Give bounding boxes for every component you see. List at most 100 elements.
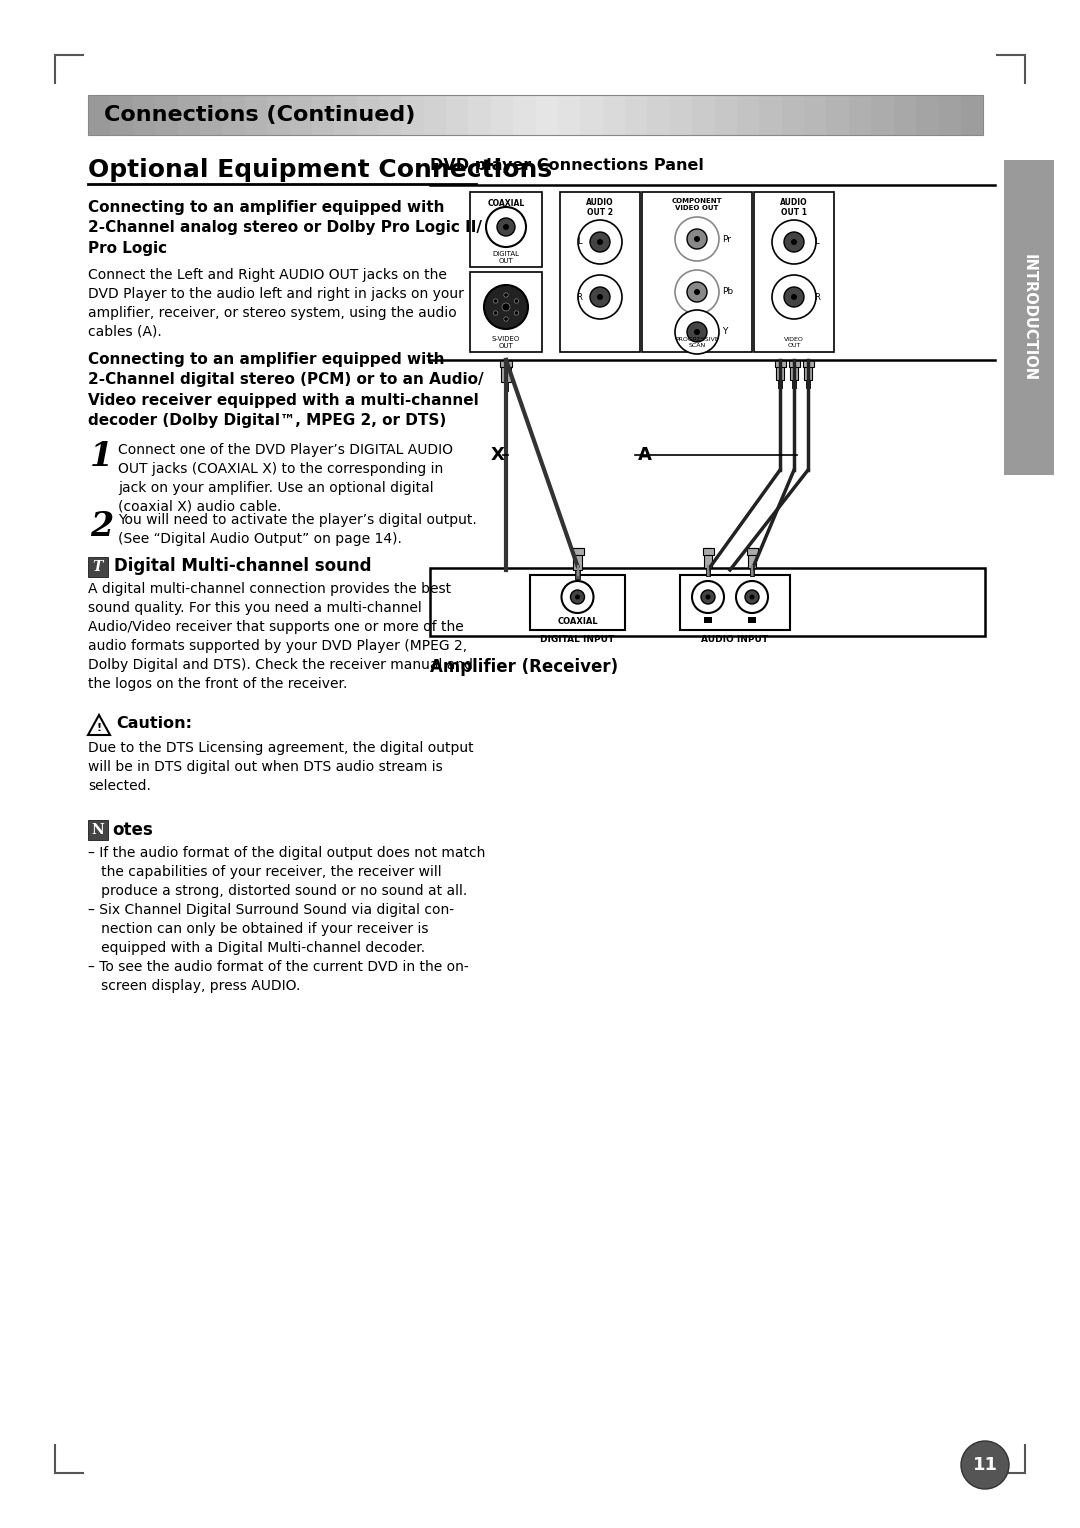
Text: AUDIO
OUT 1: AUDIO OUT 1 xyxy=(780,199,808,217)
Bar xyxy=(788,361,799,367)
Circle shape xyxy=(705,594,711,599)
Bar xyxy=(680,575,789,630)
Circle shape xyxy=(675,217,719,261)
Circle shape xyxy=(784,287,804,307)
Text: You will need to activate the player’s digital output.
(See “Digital Audio Outpu: You will need to activate the player’s d… xyxy=(118,513,476,545)
Circle shape xyxy=(486,206,526,248)
Circle shape xyxy=(745,590,759,604)
Text: Caution:: Caution: xyxy=(116,717,192,730)
Bar xyxy=(571,549,583,555)
Bar xyxy=(806,380,810,388)
Bar xyxy=(939,95,961,134)
Bar xyxy=(625,95,648,134)
Circle shape xyxy=(578,220,622,264)
Bar xyxy=(267,95,291,134)
Bar xyxy=(379,95,402,134)
Bar xyxy=(402,95,424,134)
Bar xyxy=(576,570,580,579)
Bar xyxy=(500,361,512,367)
Text: 2: 2 xyxy=(90,510,113,542)
Bar xyxy=(754,193,834,351)
Circle shape xyxy=(791,293,797,299)
Circle shape xyxy=(514,299,518,303)
Text: A: A xyxy=(638,446,652,465)
Bar xyxy=(490,95,514,134)
Text: L: L xyxy=(814,237,819,246)
Bar xyxy=(513,95,537,134)
Bar xyxy=(789,361,798,380)
Text: AUDIO
OUT 2: AUDIO OUT 2 xyxy=(586,199,613,217)
Text: DVD player Connections Panel: DVD player Connections Panel xyxy=(430,157,704,173)
Bar xyxy=(580,95,604,134)
Circle shape xyxy=(791,238,797,244)
Text: – If the audio format of the digital output does not match
   the capabilities o: – If the audio format of the digital out… xyxy=(87,847,485,993)
Bar xyxy=(572,549,582,570)
Circle shape xyxy=(503,293,509,298)
Circle shape xyxy=(784,232,804,252)
Bar xyxy=(715,95,738,134)
Bar xyxy=(872,95,894,134)
Circle shape xyxy=(675,270,719,313)
Bar xyxy=(430,568,985,636)
Bar xyxy=(87,558,108,578)
Bar xyxy=(245,95,268,134)
Bar xyxy=(558,95,581,134)
Bar xyxy=(750,568,754,576)
Circle shape xyxy=(597,293,603,299)
Bar xyxy=(826,95,850,134)
Bar xyxy=(470,272,542,351)
Text: Due to the DTS Licensing agreement, the digital output
will be in DTS digital ou: Due to the DTS Licensing agreement, the … xyxy=(87,741,474,793)
Text: COAXIAL: COAXIAL xyxy=(557,617,598,626)
Text: COAXIAL: COAXIAL xyxy=(487,199,525,208)
Circle shape xyxy=(514,310,518,315)
Text: Connecting to an amplifier equipped with
2-Channel analog stereo or Dolby Pro Lo: Connecting to an amplifier equipped with… xyxy=(87,200,482,255)
Text: AUDIO INPUT: AUDIO INPUT xyxy=(701,636,769,643)
Bar xyxy=(334,95,357,134)
Text: Connect one of the DVD Player’s DIGITAL AUDIO
OUT jacks (COAXIAL X) to the corre: Connect one of the DVD Player’s DIGITAL … xyxy=(118,443,453,513)
Circle shape xyxy=(772,220,816,264)
Circle shape xyxy=(502,303,510,312)
Text: Amplifier (Receiver): Amplifier (Receiver) xyxy=(430,659,618,675)
Bar xyxy=(759,95,783,134)
Text: A digital multi-channel connection provides the best
sound quality. For this you: A digital multi-channel connection provi… xyxy=(87,582,473,691)
Text: Digital Multi-channel sound: Digital Multi-channel sound xyxy=(114,558,372,575)
Circle shape xyxy=(701,590,715,604)
Circle shape xyxy=(503,225,509,231)
Bar xyxy=(423,95,447,134)
Text: INTRODUCTION: INTRODUCTION xyxy=(1022,254,1037,380)
Bar xyxy=(647,95,671,134)
Circle shape xyxy=(597,238,603,244)
Circle shape xyxy=(494,310,498,315)
Text: Pb: Pb xyxy=(723,287,733,296)
Text: otes: otes xyxy=(112,821,152,839)
Text: R: R xyxy=(814,292,820,301)
Bar xyxy=(692,95,715,134)
Bar xyxy=(503,382,509,391)
Text: 11: 11 xyxy=(972,1456,998,1475)
Bar xyxy=(87,95,111,134)
Bar xyxy=(804,361,812,380)
Text: PROGRESSIVE
SCAN: PROGRESSIVE SCAN xyxy=(675,338,719,348)
Bar xyxy=(470,193,542,267)
Bar xyxy=(960,95,984,134)
Circle shape xyxy=(578,275,622,319)
Circle shape xyxy=(503,316,509,321)
Text: Y: Y xyxy=(723,327,727,336)
Text: T: T xyxy=(93,559,104,575)
Text: DIGITAL
OUT: DIGITAL OUT xyxy=(492,251,519,264)
Bar xyxy=(704,617,712,623)
Text: N: N xyxy=(92,824,105,837)
Bar xyxy=(530,575,625,630)
Bar xyxy=(133,95,157,134)
Circle shape xyxy=(675,310,719,354)
Circle shape xyxy=(494,299,498,303)
Text: R: R xyxy=(576,292,582,301)
Bar xyxy=(87,95,983,134)
Bar xyxy=(746,549,757,555)
Text: Optional Equipment Connections: Optional Equipment Connections xyxy=(87,157,552,182)
Circle shape xyxy=(694,289,700,295)
Circle shape xyxy=(687,283,707,303)
Bar xyxy=(177,95,201,134)
Text: X: X xyxy=(491,446,505,465)
Circle shape xyxy=(687,229,707,249)
